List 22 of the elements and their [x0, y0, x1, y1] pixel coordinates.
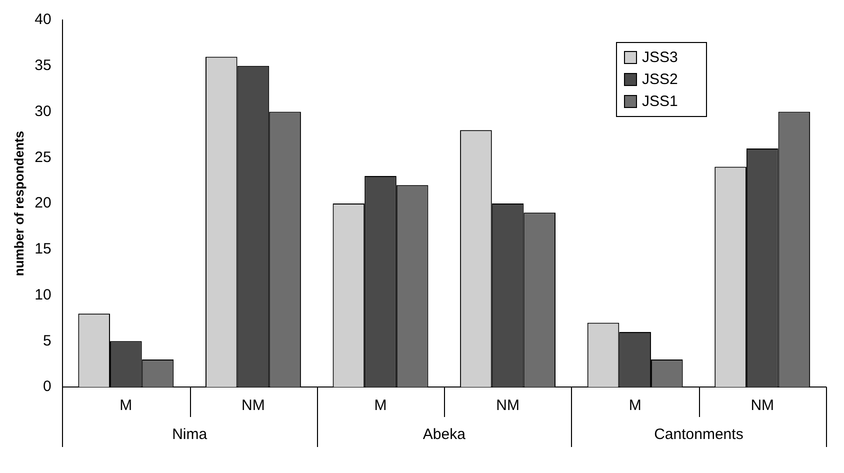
text: Abeka	[422, 426, 466, 444]
x-tick-label: NM	[750, 397, 774, 414]
y-tick-label: 20	[34, 194, 52, 212]
y-tick-label: 15	[34, 240, 52, 258]
text: Nima	[172, 426, 208, 444]
y-tick-label: 10	[34, 286, 52, 304]
legend-label: JSS1	[642, 93, 678, 110]
y-tick-label: 35	[34, 57, 52, 74]
y-tick-label: 30	[34, 102, 52, 120]
x-tick-label: M	[374, 397, 387, 414]
legend-label: JSS2	[642, 71, 678, 88]
x-tick-label: M	[628, 397, 642, 414]
y-tick-label: 0	[42, 378, 52, 396]
y-axis-title: number of respondents	[11, 130, 26, 276]
x-tick-label: NM	[242, 397, 265, 414]
y-tick-label: 40	[34, 11, 52, 28]
y-tick-label: 25	[34, 148, 52, 166]
x-tick-label: NM	[496, 397, 520, 414]
y-tick-label: 5	[42, 332, 52, 350]
x-tick-label: M	[120, 397, 132, 414]
legend-label: JSS3	[642, 49, 678, 66]
text: Cantonments	[654, 426, 744, 444]
